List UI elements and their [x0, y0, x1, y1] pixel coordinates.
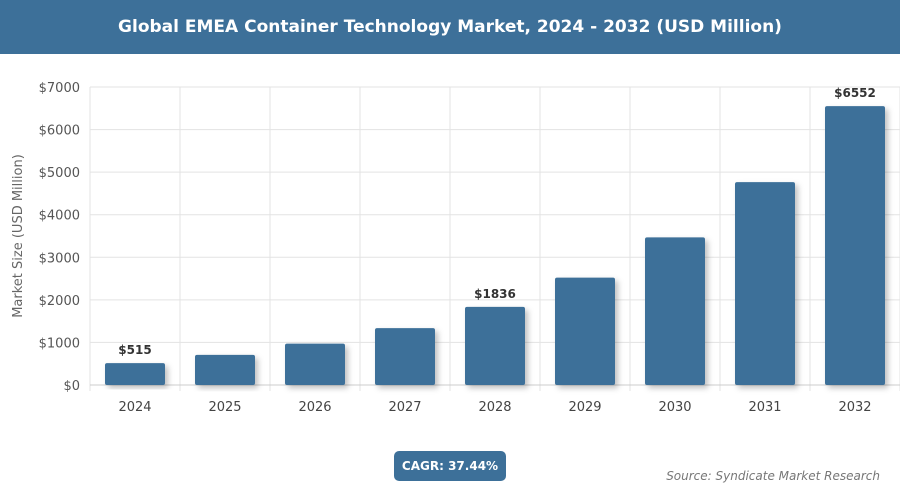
source-note: Source: Syndicate Market Research	[666, 469, 880, 483]
y-tick-label: $5000	[39, 166, 80, 181]
data-label-2024: $515	[118, 343, 151, 357]
bar-2025	[195, 354, 255, 385]
x-tick-label: 2026	[298, 400, 331, 415]
bar-2024	[105, 363, 165, 385]
x-tick-label: 2032	[838, 400, 871, 415]
bar-chart: $0 $1000 $2000 $3000 $4000 $5000 $6000 $7000 Mar…	[11, 81, 900, 415]
bar-2028	[465, 306, 525, 385]
x-tick-label: 2025	[208, 400, 241, 415]
bar-2030	[645, 237, 705, 385]
bar-2026	[285, 343, 345, 385]
x-tick-label: 2029	[568, 400, 601, 415]
cagr-badge: CAGR: 37.44%	[394, 451, 506, 481]
bar-2027	[375, 328, 435, 385]
data-label-2028: $1836	[474, 287, 516, 301]
bar-2032	[825, 106, 885, 386]
y-tick-label: $6000	[39, 124, 80, 139]
x-tick-label: 2027	[388, 400, 421, 415]
y-tick-label: $4000	[39, 209, 80, 224]
x-tick-label: 2031	[748, 400, 781, 415]
y-tick-label: $2000	[39, 294, 80, 309]
x-tick-label: 2028	[478, 400, 511, 415]
y-tick-label: $3000	[39, 251, 80, 266]
bar-2031	[735, 182, 795, 385]
y-tick-label: $7000	[39, 81, 80, 96]
y-tick-label: $1000	[39, 336, 80, 351]
data-label-2032: $6552	[834, 86, 876, 100]
y-axis-title: Market Size (USD Million)	[11, 154, 26, 318]
chart-title: Global EMEA Container Technology Market,…	[0, 0, 900, 54]
x-tick-label: 2024	[118, 400, 151, 415]
x-tick-label: 2030	[658, 400, 691, 415]
y-tick-label: $0	[63, 379, 80, 394]
bar-2029	[555, 277, 615, 385]
